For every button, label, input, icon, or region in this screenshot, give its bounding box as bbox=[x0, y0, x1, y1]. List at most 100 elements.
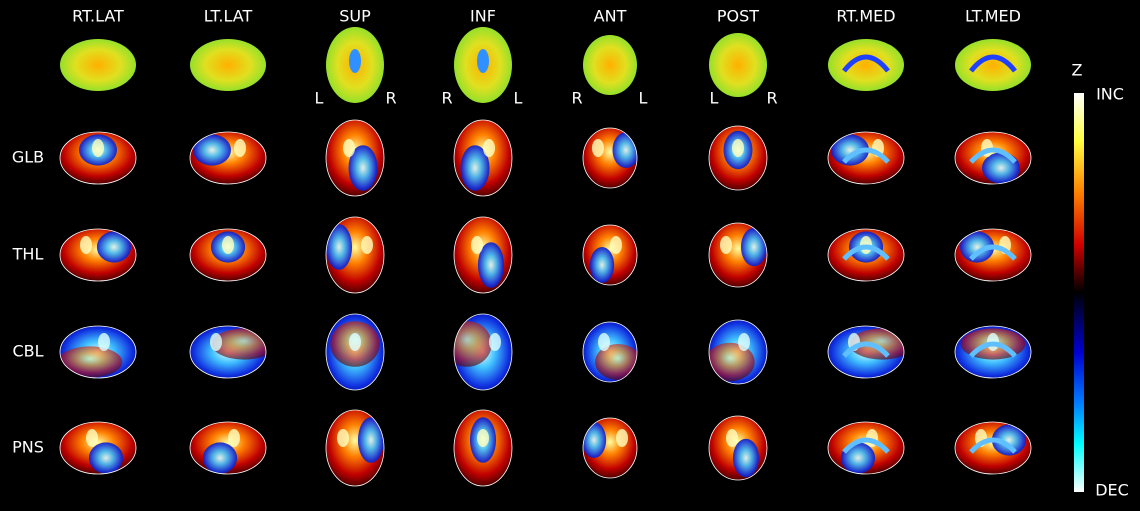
brain-fill bbox=[828, 229, 904, 281]
brain-blob bbox=[840, 442, 876, 474]
colorbar bbox=[1074, 93, 1084, 492]
brain-image bbox=[59, 421, 137, 475]
brain-base bbox=[190, 39, 266, 91]
brain-blob bbox=[460, 145, 490, 191]
brain-outline bbox=[708, 125, 768, 191]
orientation-right: L bbox=[514, 89, 523, 108]
brain-image bbox=[827, 325, 905, 379]
row-label: THL bbox=[12, 245, 44, 264]
brain-blob bbox=[234, 139, 246, 157]
brain-fill bbox=[454, 217, 512, 293]
brain-image bbox=[827, 228, 905, 282]
brain-image bbox=[325, 216, 385, 294]
column-heading: POST bbox=[717, 7, 759, 26]
brain-fill bbox=[709, 33, 767, 97]
brain-arc bbox=[969, 437, 1017, 454]
brain-fill bbox=[583, 35, 637, 95]
brain-arc bbox=[842, 147, 890, 164]
brain-blob bbox=[489, 333, 501, 351]
brain-outline bbox=[189, 421, 267, 475]
brain-outline bbox=[582, 127, 638, 189]
brain-image bbox=[955, 39, 1031, 91]
brain-blob bbox=[610, 236, 622, 254]
brain-image bbox=[708, 415, 768, 481]
brain-blob bbox=[732, 438, 760, 478]
brain-blob bbox=[96, 231, 132, 263]
brain-image bbox=[189, 325, 267, 379]
brain-image bbox=[325, 313, 385, 391]
brain-outline bbox=[708, 415, 768, 481]
brain-outline bbox=[582, 321, 638, 383]
brain-fill bbox=[60, 132, 136, 184]
brain-blob bbox=[595, 344, 637, 380]
brain-blob bbox=[471, 236, 483, 254]
brain-base bbox=[955, 39, 1031, 91]
brain-fill bbox=[190, 326, 266, 378]
brain-blob bbox=[88, 442, 124, 474]
brain-fill bbox=[454, 120, 512, 196]
brain-image bbox=[453, 313, 513, 391]
brain-outline bbox=[453, 313, 513, 391]
brain-fill bbox=[454, 314, 512, 390]
brain-outline bbox=[453, 119, 513, 197]
brain-image bbox=[326, 27, 384, 103]
brain-image bbox=[954, 421, 1032, 475]
brain-outline bbox=[325, 313, 385, 391]
brain-outline bbox=[708, 319, 768, 385]
brain-outline bbox=[189, 228, 267, 282]
brain-image bbox=[582, 127, 638, 189]
brain-blob bbox=[60, 346, 123, 378]
brain-blob bbox=[982, 152, 1020, 184]
brain-fill bbox=[190, 422, 266, 474]
column-heading: INF bbox=[470, 7, 496, 26]
brain-fill bbox=[60, 422, 136, 474]
brain-blob bbox=[210, 333, 222, 351]
row-label: CBL bbox=[12, 342, 43, 361]
brain-outline bbox=[582, 417, 638, 479]
brain-fill bbox=[326, 27, 384, 103]
brain-blob bbox=[592, 139, 604, 157]
column-heading: LT.MED bbox=[965, 7, 1021, 26]
brain-blob bbox=[991, 424, 1027, 456]
brain-image bbox=[189, 421, 267, 475]
brain-image bbox=[454, 27, 512, 103]
brain-fill bbox=[828, 326, 904, 378]
brain-fill bbox=[454, 27, 512, 103]
brain-outline bbox=[189, 325, 267, 379]
colorbar-title: Z bbox=[1072, 61, 1083, 80]
brain-image bbox=[954, 325, 1032, 379]
brain-blob bbox=[738, 333, 750, 351]
brain-blob bbox=[193, 134, 231, 166]
brain-fill bbox=[326, 410, 384, 486]
brain-fill bbox=[709, 223, 767, 287]
column-heading: LT.LAT bbox=[204, 7, 253, 26]
brain-image bbox=[827, 131, 905, 185]
brain-fill bbox=[955, 229, 1031, 281]
brain-outline bbox=[189, 131, 267, 185]
brain-image bbox=[708, 125, 768, 191]
brain-outline bbox=[954, 325, 1032, 379]
brain-image bbox=[582, 224, 638, 286]
brain-fill bbox=[60, 39, 136, 91]
brain-image bbox=[189, 228, 267, 282]
brain-arc bbox=[842, 244, 890, 261]
orientation-left: R bbox=[441, 89, 452, 108]
brain-blob bbox=[583, 422, 607, 458]
brain-fill bbox=[955, 132, 1031, 184]
brain-blob bbox=[616, 429, 628, 447]
brain-arc bbox=[842, 437, 890, 454]
brain-blob bbox=[357, 417, 384, 463]
brain-image bbox=[59, 228, 137, 282]
orientation-right: R bbox=[766, 89, 777, 108]
brain-blob bbox=[361, 236, 373, 254]
brain-outline bbox=[582, 224, 638, 286]
brain-outline bbox=[954, 421, 1032, 475]
brain-fill bbox=[583, 128, 637, 188]
brain-image bbox=[60, 39, 136, 91]
brain-outline bbox=[827, 228, 905, 282]
brain-fill bbox=[190, 39, 266, 91]
brain-blob bbox=[349, 333, 361, 351]
brain-image bbox=[828, 39, 904, 91]
brain-image bbox=[189, 131, 267, 185]
